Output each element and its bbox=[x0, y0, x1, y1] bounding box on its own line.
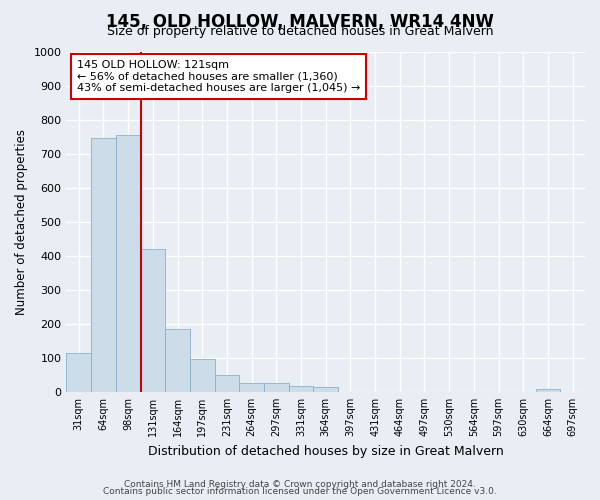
Bar bbox=[91, 138, 116, 392]
Bar bbox=[190, 359, 215, 392]
Bar bbox=[165, 329, 190, 392]
Bar bbox=[67, 353, 91, 392]
Bar bbox=[536, 388, 560, 392]
Bar bbox=[264, 384, 289, 392]
Text: Contains public sector information licensed under the Open Government Licence v3: Contains public sector information licen… bbox=[103, 487, 497, 496]
Text: 145, OLD HOLLOW, MALVERN, WR14 4NW: 145, OLD HOLLOW, MALVERN, WR14 4NW bbox=[106, 12, 494, 30]
Y-axis label: Number of detached properties: Number of detached properties bbox=[15, 128, 28, 314]
Bar bbox=[215, 375, 239, 392]
Bar bbox=[289, 386, 313, 392]
Bar bbox=[313, 387, 338, 392]
Bar bbox=[239, 384, 264, 392]
Text: 145 OLD HOLLOW: 121sqm
← 56% of detached houses are smaller (1,360)
43% of semi-: 145 OLD HOLLOW: 121sqm ← 56% of detached… bbox=[77, 60, 360, 93]
Text: Size of property relative to detached houses in Great Malvern: Size of property relative to detached ho… bbox=[107, 25, 493, 38]
Bar bbox=[140, 249, 165, 392]
X-axis label: Distribution of detached houses by size in Great Malvern: Distribution of detached houses by size … bbox=[148, 444, 503, 458]
Text: Contains HM Land Registry data © Crown copyright and database right 2024.: Contains HM Land Registry data © Crown c… bbox=[124, 480, 476, 489]
Bar bbox=[116, 135, 140, 392]
